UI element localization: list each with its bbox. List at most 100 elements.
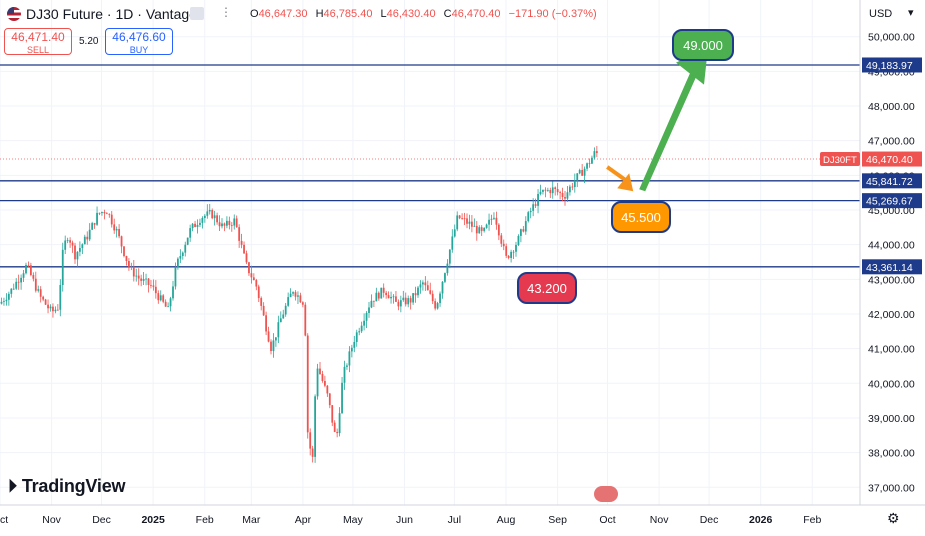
candle-body [295, 292, 297, 297]
level-price-label: 43,361.14 [866, 262, 913, 274]
candle-body [383, 288, 385, 293]
candle-body [275, 337, 277, 340]
gear-icon[interactable]: ⚙ [887, 510, 900, 527]
candle-body [130, 267, 132, 268]
x-tick-label: Dec [92, 514, 111, 526]
candle-body [346, 365, 348, 366]
calendar-event-icon[interactable] [594, 486, 618, 502]
candle-body [113, 224, 115, 230]
x-tick-label: Feb [803, 514, 821, 526]
symbol-title[interactable]: DJ30 Future · 1D · Vantage [26, 6, 197, 22]
y-tick-label: 41,000.00 [868, 344, 915, 356]
candle-body [562, 193, 564, 197]
sell-button[interactable]: 46,471.40 SELL [4, 28, 72, 55]
candle-body [37, 289, 39, 291]
candle-body [476, 226, 478, 233]
candle-body [557, 189, 559, 192]
candle-body [439, 294, 441, 304]
candle-body [510, 252, 512, 258]
candle-body [398, 302, 400, 307]
candle-body [32, 275, 34, 279]
candle-body [42, 297, 44, 300]
y-tick-label: 40,000.00 [868, 378, 915, 390]
candle-body [473, 226, 475, 227]
candle-body [13, 289, 15, 290]
candle-body [52, 307, 54, 312]
candle-body [290, 294, 292, 297]
open-value: 46,647.30 [259, 8, 308, 20]
ohlc-readout: O46,647.30 H46,785.40 L46,430.40 C46,470… [250, 8, 597, 20]
y-tick-label: 43,000.00 [868, 274, 915, 286]
x-tick-label: Mar [242, 514, 261, 526]
candle-body [302, 302, 304, 304]
candle-body [143, 279, 145, 281]
close-value: 46,470.40 [452, 8, 501, 20]
candle-body [571, 187, 573, 188]
candle-body [304, 305, 306, 336]
candle-body [204, 216, 206, 218]
level-price-label: 49,183.97 [866, 60, 913, 72]
last-price-label: 46,470.40 [866, 154, 913, 166]
candle-body [280, 318, 282, 322]
candle-body [108, 214, 110, 215]
candle-body [50, 307, 52, 309]
candle-body [96, 213, 98, 225]
chevron-down-icon[interactable]: ▾ [908, 6, 914, 19]
candle-body [219, 222, 221, 226]
candle-body [64, 240, 66, 249]
candle-body [187, 238, 189, 245]
candle-body [67, 240, 69, 241]
x-tick-label: Sep [548, 514, 567, 526]
candle-body [456, 215, 458, 229]
candle-body [537, 194, 539, 206]
candle-body [424, 282, 426, 285]
candle-body [214, 215, 216, 218]
candle-body [498, 225, 500, 236]
change-value: −171.90 (−0.37%) [509, 8, 597, 20]
candle-body [447, 264, 449, 273]
candle-body [481, 227, 483, 231]
spread-value: 5.20 [79, 36, 98, 47]
more-icon[interactable]: ⋮ [220, 5, 232, 19]
candle-body [466, 218, 468, 223]
sell-price: 46,471.40 [11, 30, 64, 44]
tradingview-logo[interactable]: ⏵TradingView [8, 476, 125, 497]
candle-body [211, 210, 213, 218]
candle-body [513, 252, 515, 253]
close-label: C [444, 8, 452, 20]
currency-label[interactable]: USD [869, 8, 892, 20]
x-tick-label: May [343, 514, 364, 526]
x-tick-label: Oct [599, 514, 615, 526]
candle-body [339, 413, 341, 433]
target-label: 45.500 [621, 210, 661, 225]
candle-body [116, 229, 118, 230]
candle-body [30, 265, 32, 275]
candle-body [170, 298, 172, 306]
candle-body [574, 181, 576, 187]
candle-body [84, 237, 86, 244]
candle-body [486, 225, 488, 228]
y-tick-label: 37,000.00 [868, 482, 915, 494]
candle-body [361, 326, 363, 332]
candle-body [99, 213, 101, 214]
candle-body [165, 302, 167, 307]
candle-body [282, 315, 284, 319]
level-price-label: 45,269.67 [866, 196, 913, 208]
candle-body [496, 218, 498, 225]
candle-body [77, 252, 79, 260]
pin-icon[interactable] [190, 7, 204, 20]
candle-body [483, 228, 485, 231]
candle-body [221, 223, 223, 226]
buy-button[interactable]: 46,476.60 BUY [105, 28, 173, 55]
candle-body [91, 223, 93, 230]
candle-body [586, 163, 588, 168]
candle-body [62, 250, 64, 285]
candle-body [10, 289, 12, 294]
candle-body [15, 282, 17, 289]
candle-body [417, 288, 419, 296]
candle-body [270, 342, 272, 351]
candle-body [373, 301, 375, 302]
candle-body [520, 229, 522, 236]
candle-body [390, 297, 392, 298]
